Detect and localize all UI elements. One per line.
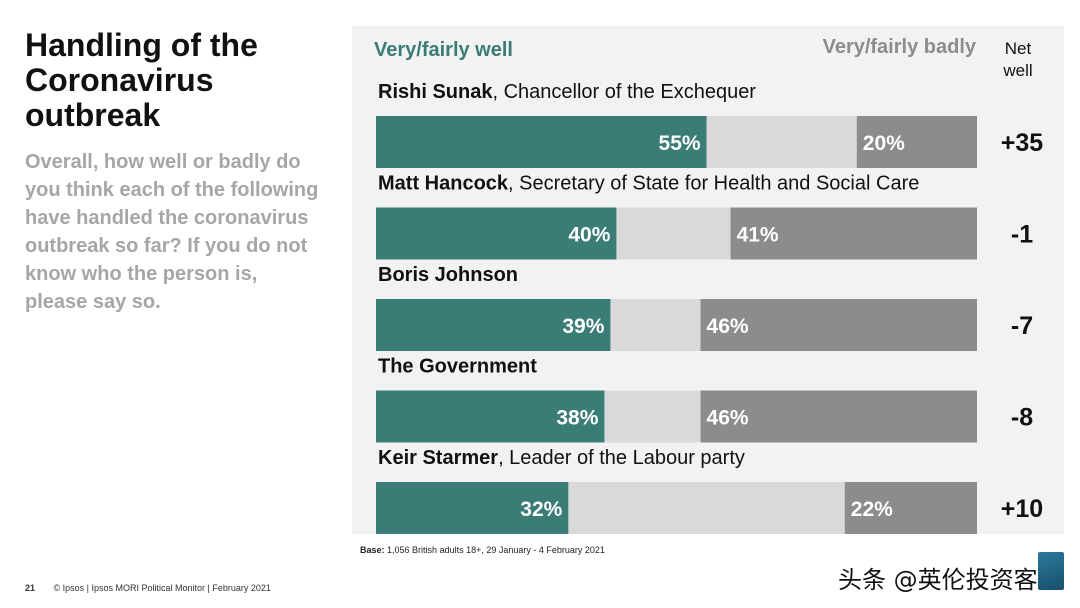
footer: 21 © Ipsos | Ipsos MORI Political Monito…: [25, 583, 271, 593]
data-label-well: 55%: [659, 132, 701, 155]
net-value: -8: [1011, 404, 1033, 432]
legend-net: Net well: [1003, 39, 1033, 80]
data-label-badly: 22%: [851, 498, 893, 521]
bar-badly: [700, 390, 977, 443]
category-role: , Leader of the Labour party: [498, 447, 745, 469]
category-name: Matt Hancock: [378, 173, 509, 195]
legend-badly: Very/fairly badly: [822, 36, 976, 58]
footer-text: © Ipsos | Ipsos MORI Political Monitor |…: [53, 583, 271, 593]
chart-panel: Very/fairly well Very/fairly badly Net w…: [352, 26, 1064, 534]
bar-well: [376, 116, 707, 168]
data-label-badly: 46%: [707, 407, 749, 430]
bar-badly: [844, 482, 977, 534]
net-value: -7: [1011, 312, 1033, 340]
bar-badly: [856, 116, 977, 168]
page-title: Handling of the Coronavirus outbreak: [25, 27, 258, 133]
category-name: Boris Johnson: [378, 264, 518, 286]
data-label-badly: 41%: [737, 224, 779, 247]
question-text: Overall, how well or badly do you think …: [25, 151, 319, 313]
net-value: -1: [1011, 221, 1033, 249]
category-name: The Government: [378, 356, 537, 378]
category-label: Rishi Sunak, Chancellor of the Exchequer: [378, 81, 756, 103]
data-label-well: 32%: [520, 498, 562, 521]
bar-badly: [700, 299, 977, 351]
bar-well: [376, 299, 611, 351]
category-label: Boris Johnson: [378, 264, 518, 286]
category-label: The Government: [378, 356, 537, 378]
category-name: Rishi Sunak: [378, 81, 493, 103]
page-number: 21: [25, 583, 36, 593]
watermark-logo-icon: [1038, 552, 1064, 590]
net-value: +35: [1001, 129, 1044, 157]
data-label-well: 40%: [568, 224, 610, 247]
base-note: Base: 1,056 British adults 18+, 29 Janua…: [360, 545, 605, 555]
legend-well: Very/fairly well: [374, 39, 513, 61]
category-role: , Secretary of State for Health and Soci…: [508, 173, 919, 195]
data-label-badly: 20%: [863, 132, 905, 155]
data-label-well: 39%: [562, 315, 604, 338]
bar-well: [376, 482, 569, 534]
base-text: 1,056 British adults 18+, 29 January - 4…: [387, 545, 605, 555]
bar-well: [376, 390, 605, 443]
category-label: Matt Hancock, Secretary of State for Hea…: [378, 173, 919, 195]
category-name: Keir Starmer: [378, 447, 498, 469]
bar-badly: [730, 207, 977, 260]
category-role: , Chancellor of the Exchequer: [492, 81, 756, 103]
watermark-text: 头条 @英伦投资客: [838, 566, 1038, 594]
category-label: Keir Starmer, Leader of the Labour party: [378, 447, 745, 469]
base-label: Base:: [360, 545, 385, 555]
data-label-badly: 46%: [707, 315, 749, 338]
bar-well: [376, 207, 617, 260]
stacked-bar-chart: Rishi Sunak, Chancellor of the Exchequer…: [376, 81, 1044, 534]
net-value: +10: [1001, 495, 1043, 523]
data-label-well: 38%: [556, 407, 598, 430]
